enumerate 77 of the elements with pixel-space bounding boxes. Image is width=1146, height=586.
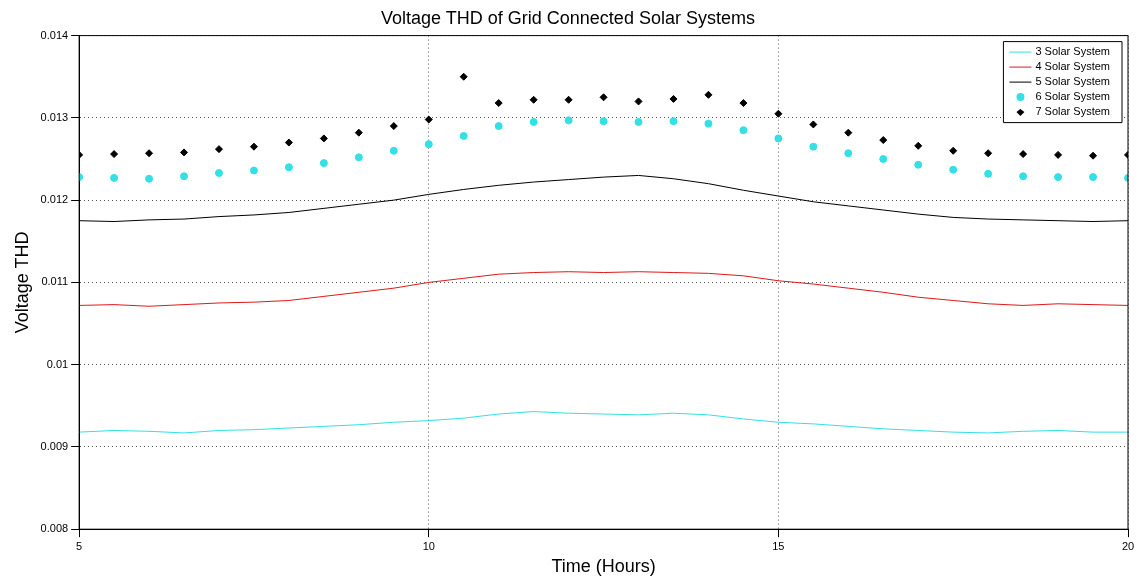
point — [634, 117, 643, 126]
x-axis-title: Time (Hours) — [551, 556, 656, 577]
point — [145, 149, 154, 158]
legend-label: 6 Solar System — [1035, 90, 1111, 103]
point — [774, 134, 783, 143]
point — [145, 174, 154, 183]
x-tick-label: 10 — [422, 539, 435, 552]
point — [249, 166, 258, 175]
point — [319, 159, 328, 168]
y-tick-label: 0.013 — [40, 110, 69, 123]
point — [459, 131, 468, 140]
point — [1054, 173, 1063, 182]
point — [599, 93, 608, 102]
point — [1089, 173, 1098, 182]
y-axis-title: Voltage THD — [11, 231, 32, 334]
point — [284, 138, 293, 147]
point — [214, 145, 223, 154]
point — [739, 99, 748, 108]
chart-title: Voltage THD of Grid Connected Solar Systems — [381, 7, 755, 28]
y-tick-label: 0.01 — [46, 357, 69, 370]
point — [809, 120, 818, 129]
point — [529, 95, 538, 104]
point — [354, 128, 363, 137]
point — [844, 128, 853, 137]
point — [284, 163, 293, 172]
point — [110, 150, 119, 159]
point — [914, 160, 923, 169]
point — [180, 172, 189, 181]
point — [669, 117, 678, 126]
point — [389, 146, 398, 155]
point — [214, 168, 223, 177]
point — [634, 97, 643, 106]
point — [949, 165, 958, 174]
point — [389, 122, 398, 131]
point — [984, 149, 993, 158]
point — [424, 115, 433, 124]
point — [984, 169, 993, 178]
legend-label: 5 Solar System — [1035, 75, 1111, 88]
point — [529, 117, 538, 126]
point — [249, 142, 258, 151]
point — [494, 99, 503, 108]
point — [494, 122, 503, 131]
point — [564, 95, 573, 104]
legend-label: 4 Solar System — [1035, 60, 1111, 73]
point — [180, 148, 189, 157]
y-tick-label: 0.011 — [41, 275, 69, 288]
point — [844, 149, 853, 158]
y-tick-label: 0.009 — [40, 439, 69, 452]
point — [704, 119, 713, 128]
point — [459, 72, 468, 81]
point — [669, 94, 678, 103]
point — [599, 117, 608, 126]
point — [424, 140, 433, 149]
x-tick-label: 20 — [1121, 539, 1135, 552]
legend-label: 7 Solar System — [1035, 105, 1111, 118]
point — [1089, 151, 1098, 160]
x-tick-label: 5 — [76, 539, 83, 552]
point — [319, 134, 328, 143]
point — [879, 136, 888, 145]
y-tick-label: 0.008 — [40, 522, 69, 535]
point — [774, 109, 783, 118]
point — [1054, 150, 1063, 159]
y-tick-label: 0.012 — [40, 193, 69, 206]
point — [914, 141, 923, 150]
point — [739, 126, 748, 135]
y-tick-label: 0.014 — [40, 28, 69, 41]
point — [949, 146, 958, 155]
point — [110, 173, 119, 182]
x-tick-label: 15 — [772, 539, 785, 552]
point — [1019, 172, 1028, 181]
point — [354, 153, 363, 162]
point — [809, 142, 818, 151]
point — [879, 155, 888, 163]
point — [704, 90, 713, 99]
point — [564, 116, 573, 125]
point — [1019, 150, 1028, 159]
legend-label: 3 Solar System — [1035, 45, 1111, 58]
